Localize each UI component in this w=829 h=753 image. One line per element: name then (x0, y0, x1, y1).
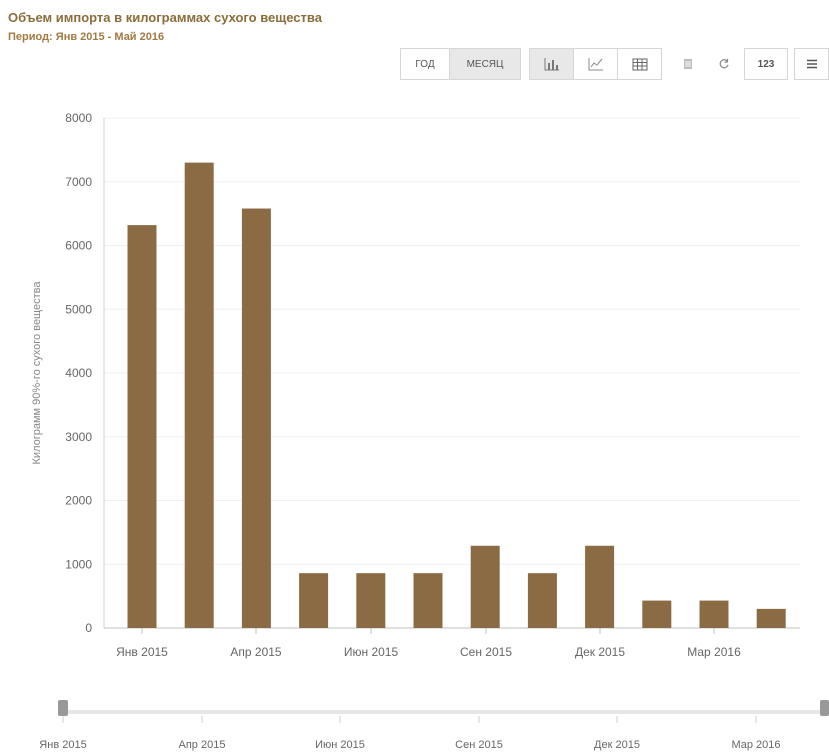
x-tick-label: Мар 2016 (687, 645, 741, 659)
table-view-button[interactable] (617, 48, 662, 80)
bar (413, 573, 443, 628)
axis-lines (103, 118, 800, 629)
line-chart-icon (588, 58, 603, 71)
bar (585, 545, 615, 628)
range-navigator[interactable]: Янв 2015 Апр 2015 Июн 2015 Сен 2015 Дек 2015… (39, 700, 829, 751)
y-axis-label: Килограмм 90%-го сухого вещества (31, 281, 43, 465)
y-tick-label: 5000 (65, 302, 92, 316)
bar (299, 573, 329, 628)
print-icon (683, 59, 692, 69)
y-tick-label: 6000 (65, 239, 92, 253)
bar (642, 600, 672, 628)
bar (527, 573, 557, 628)
bars (127, 162, 786, 628)
year-button[interactable]: ГОД (400, 48, 450, 80)
y-axis-ticks: 0 1000 2000 3000 4000 5000 6000 7000 8000 (65, 111, 92, 635)
bar (241, 208, 271, 628)
chart-toolbar: ГОД МЕСЯЦ 123 (0, 48, 829, 82)
navigator-label: Дек 2015 (594, 739, 640, 751)
y-tick-label: 1000 (65, 557, 92, 571)
y-tick-label: 0 (85, 621, 92, 635)
x-tick-label: Янв 2015 (116, 645, 168, 659)
hamburger-menu-icon (806, 59, 817, 69)
navigator-right-handle (820, 700, 829, 716)
refresh-icon (719, 59, 729, 69)
y-tick-label: 2000 (65, 494, 92, 508)
x-tick-label: Дек 2015 (575, 645, 625, 659)
x-tick-label: Июн 2015 (344, 645, 399, 659)
data-labels-button[interactable]: 123 (744, 48, 788, 80)
navigator-label: Апр 2015 (179, 739, 226, 751)
bar (470, 545, 500, 628)
menu-button[interactable] (794, 48, 829, 80)
table-icon (632, 58, 647, 70)
navigator-label: Сен 2015 (455, 739, 503, 751)
bar (184, 162, 214, 628)
bar-chart-icon (544, 58, 559, 71)
chart-title: Объем импорта в килограммах сухого вещес… (8, 10, 322, 25)
bar (756, 608, 786, 628)
bar (356, 573, 386, 628)
navigator-label: Июн 2015 (315, 739, 365, 751)
x-tick-label: Сен 2015 (460, 645, 512, 659)
reset-button[interactable] (706, 48, 741, 80)
chart-period: Период: Янв 2015 - Май 2016 (8, 31, 165, 43)
bar-chart-button[interactable] (529, 48, 574, 80)
line-chart-button[interactable] (573, 48, 618, 80)
navigator-left-handle (58, 700, 68, 716)
y-tick-label: 3000 (65, 430, 92, 444)
y-tick-label: 7000 (65, 175, 92, 189)
print-button[interactable] (670, 48, 705, 80)
grid-lines (104, 117, 800, 565)
bar (699, 600, 729, 628)
navigator-label: Янв 2015 (39, 739, 86, 751)
y-tick-label: 8000 (65, 111, 92, 125)
bar (127, 225, 157, 628)
x-tick-label: Апр 2015 (230, 645, 282, 659)
month-button[interactable]: МЕСЯЦ (449, 48, 521, 80)
x-axis-ticks: Янв 2015 Апр 2015 Июн 2015 Сен 2015 Дек 2015… (116, 628, 741, 659)
y-tick-label: 4000 (65, 366, 92, 380)
navigator-label: Мар 2016 (731, 739, 780, 751)
